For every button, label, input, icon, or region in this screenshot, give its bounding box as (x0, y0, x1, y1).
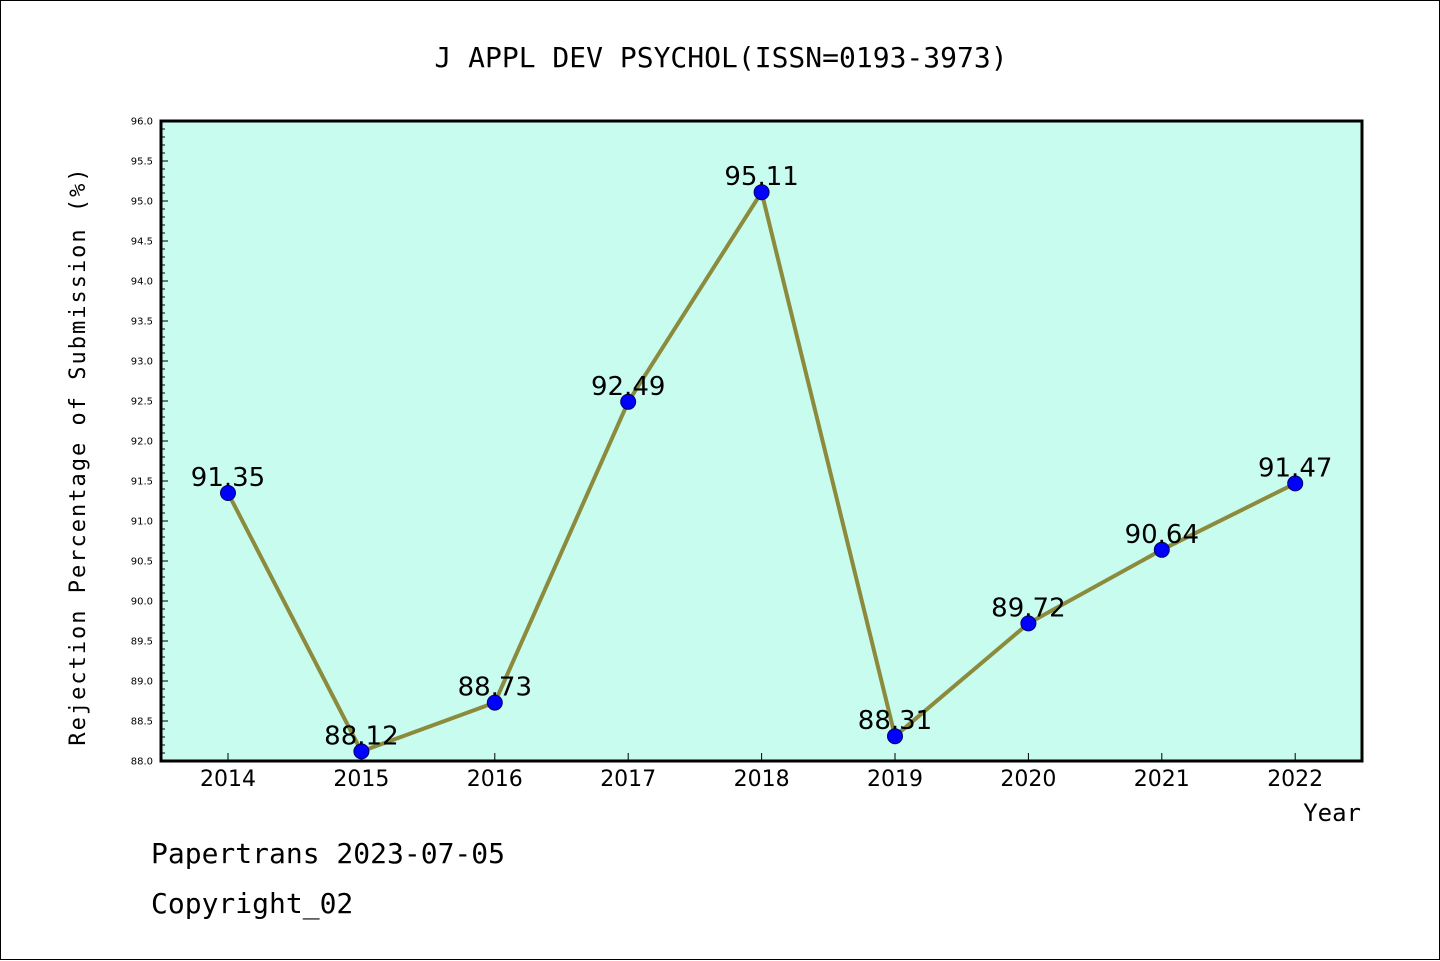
x-tick-label: 2018 (734, 767, 790, 792)
data-label-2019: 88.31 (858, 706, 932, 736)
x-tick-label: 2022 (1267, 767, 1323, 792)
x-tick-label: 2017 (600, 767, 656, 792)
data-label-2022: 91.47 (1258, 453, 1332, 483)
data-point-2017 (620, 393, 637, 410)
y-tick-label: 93.0 (131, 357, 153, 368)
x-axis-title: Year (1303, 799, 1361, 827)
chart-title: J APPL DEV PSYCHOL(ISSN=0193-3973) (434, 41, 1007, 74)
x-tick-label: 2019 (867, 767, 923, 792)
y-tick-label: 95.0 (131, 197, 153, 208)
data-point-2014 (220, 485, 236, 501)
x-tick-label: 2015 (333, 767, 389, 792)
y-tick-label: 90.5 (131, 557, 153, 568)
data-label-2015: 88.12 (324, 721, 398, 751)
y-tick-label: 94.0 (131, 277, 153, 288)
x-axis: 2014 2015 2016 2017 2018 2019 2020 2021 2022 (200, 753, 1323, 792)
data-label-2017: 92.49 (591, 372, 665, 402)
y-tick-label: 93.5 (131, 317, 153, 328)
y-tick-label: 88.0 (131, 757, 153, 768)
data-point-2020 (1020, 615, 1037, 632)
data-label-2018: 95.11 (724, 162, 798, 192)
data-point-2021 (1153, 541, 1170, 558)
y-tick-label: 90.0 (131, 597, 153, 608)
y-tick-label: 96.0 (131, 117, 153, 128)
data-point-2015 (353, 743, 370, 760)
y-tick-label: 95.5 (131, 157, 153, 168)
data-label-2016: 88.73 (458, 673, 532, 703)
data-labels: 91.35 88.12 88.73 92.49 95.11 88.31 89.72 90.64… (191, 162, 1333, 751)
x-tick-label: 2021 (1134, 767, 1190, 792)
data-point-2018 (753, 184, 770, 201)
data-point-2019 (887, 728, 903, 745)
data-point-2016 (486, 694, 503, 711)
y-tick-label: 89.0 (131, 677, 153, 688)
x-tick-label: 2014 (200, 767, 256, 792)
data-label-2014: 91.35 (191, 463, 265, 493)
x-tick-label: 2020 (1000, 767, 1056, 792)
y-tick-label: 92.5 (131, 397, 153, 408)
x-tick-label: 2016 (467, 767, 523, 792)
y-axis: 88.0 88.5 89.0 89.5 90.0 90.5 91.0 91.5 92.0 92.5… (131, 117, 168, 768)
series-rejection-percentage (220, 184, 1304, 760)
y-tick-label: 91.0 (131, 517, 153, 528)
y-tick-label: 88.5 (131, 717, 153, 728)
y-axis-title: Rejection Percentage of Submission (%) (66, 166, 91, 745)
data-label-2020: 89.72 (991, 593, 1065, 623)
footer-source: Papertrans 2023-07-05 (151, 837, 506, 870)
y-tick-label: 94.5 (131, 237, 153, 248)
data-point-2022 (1287, 475, 1304, 492)
footer-copyright: Copyright_02 (151, 887, 354, 920)
y-tick-label: 89.5 (131, 637, 153, 648)
data-label-2021: 90.64 (1125, 520, 1199, 550)
y-tick-label: 91.5 (131, 477, 153, 488)
y-tick-label: 92.0 (131, 437, 153, 448)
plot-area (159, 119, 1364, 763)
